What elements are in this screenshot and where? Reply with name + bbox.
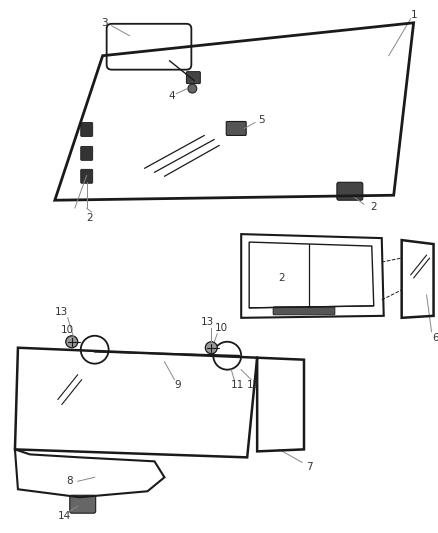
Text: 3: 3 (101, 18, 108, 28)
Text: 2: 2 (278, 273, 284, 283)
Text: 9: 9 (174, 379, 181, 390)
Text: 2: 2 (371, 202, 377, 212)
Text: 6: 6 (432, 333, 438, 343)
Text: 13: 13 (201, 317, 214, 327)
FancyBboxPatch shape (81, 123, 93, 136)
Text: 2: 2 (86, 213, 93, 223)
Text: 7: 7 (306, 462, 312, 472)
Text: 8: 8 (67, 477, 73, 486)
Circle shape (188, 84, 197, 93)
Text: 5: 5 (258, 116, 265, 125)
Circle shape (205, 342, 217, 354)
Text: 4: 4 (168, 91, 175, 101)
Text: 11: 11 (230, 379, 244, 390)
Circle shape (66, 336, 78, 348)
FancyBboxPatch shape (187, 71, 200, 84)
FancyBboxPatch shape (81, 169, 93, 183)
Text: 1: 1 (410, 10, 417, 20)
Text: 10: 10 (215, 323, 228, 333)
Text: 10: 10 (61, 325, 74, 335)
Text: 14: 14 (58, 511, 71, 521)
Text: 13: 13 (55, 307, 68, 317)
FancyBboxPatch shape (70, 495, 95, 513)
FancyBboxPatch shape (273, 307, 335, 315)
FancyBboxPatch shape (81, 147, 93, 160)
FancyBboxPatch shape (226, 122, 246, 135)
Text: 12: 12 (247, 379, 260, 390)
FancyBboxPatch shape (337, 182, 363, 200)
